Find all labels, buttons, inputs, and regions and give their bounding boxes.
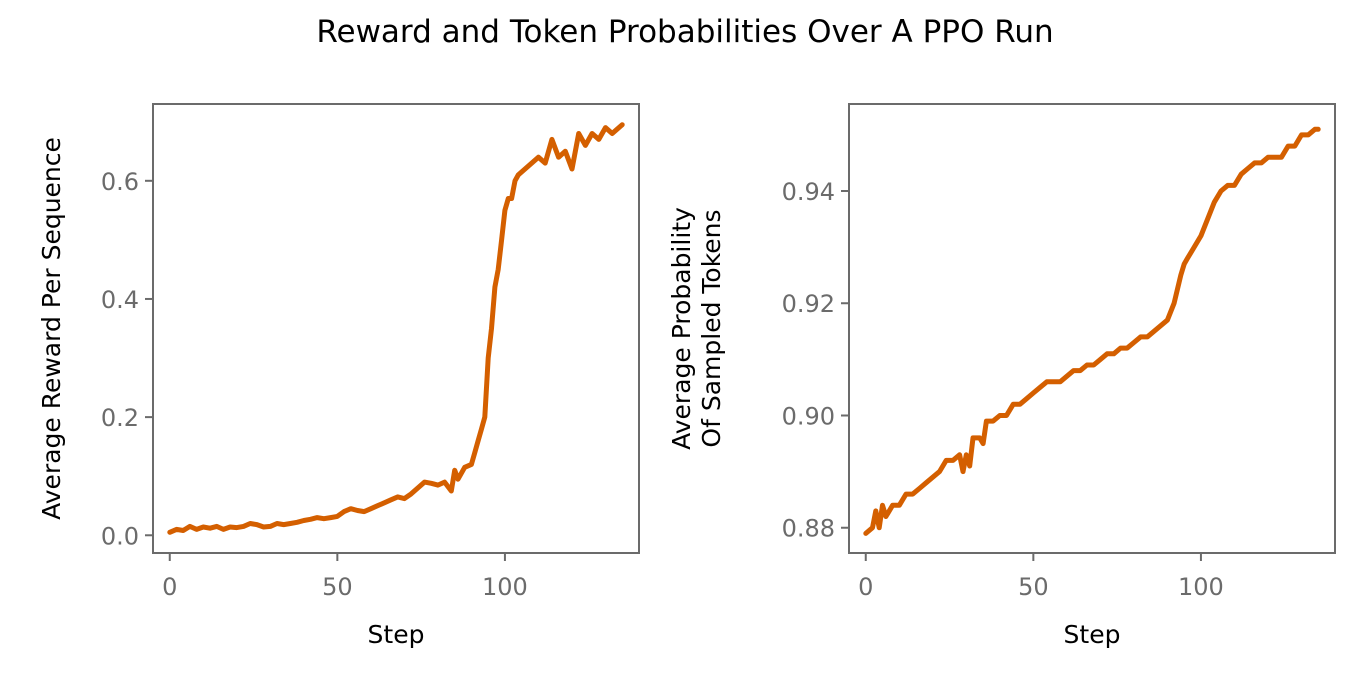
chart-1-x-tick-label: 0	[162, 573, 177, 601]
chart-2-x-tick-label: 0	[858, 573, 873, 601]
figure-title: Reward and Token Probabilities Over A PP…	[316, 14, 1053, 50]
chart-1-x-tick-label: 50	[322, 573, 353, 601]
chart-1-y-tick-label: 0.2	[101, 404, 139, 432]
chart-panel-2: 0 50 100 0.88 0.90 0.92 0.94 Step Average Probab…	[667, 103, 1336, 649]
chart-1-y-tick-label: 0.6	[101, 168, 139, 196]
chart-2-x-axis-label: Step	[1064, 620, 1121, 649]
chart-2-y-axis-label: Average Probability	[667, 207, 696, 450]
chart-1-x-axis-label: Step	[368, 620, 425, 649]
chart-1-x-tick-label: 100	[482, 573, 528, 601]
chart-2-x-tick-label: 50	[1018, 573, 1049, 601]
chart-1-y-tick-label: 0.4	[101, 286, 139, 314]
chart-2-y-tick-label: 0.92	[782, 290, 835, 318]
chart-1-plot-frame	[152, 103, 640, 554]
chart-1-series-line	[167, 122, 625, 535]
chart-2-x-tick-label: 100	[1178, 573, 1224, 601]
chart-2-y-tick-label: 0.88	[782, 515, 835, 543]
chart-2-series-line	[863, 126, 1321, 536]
chart-2-plot-frame	[848, 103, 1336, 554]
chart-2-y-axis-label: Of Sampled Tokens	[697, 209, 726, 447]
chart-1-y-tick-label: 0.0	[101, 522, 139, 550]
chart-panel-1: 0 50 100 0.0 0.2 0.4 0.6 Step Average Reward Per…	[37, 103, 640, 649]
chart-2-y-tick-label: 0.90	[782, 402, 835, 430]
chart-1-y-axis-label: Average Reward Per Sequence	[37, 137, 66, 520]
chart-2-y-tick-label: 0.94	[782, 178, 835, 206]
